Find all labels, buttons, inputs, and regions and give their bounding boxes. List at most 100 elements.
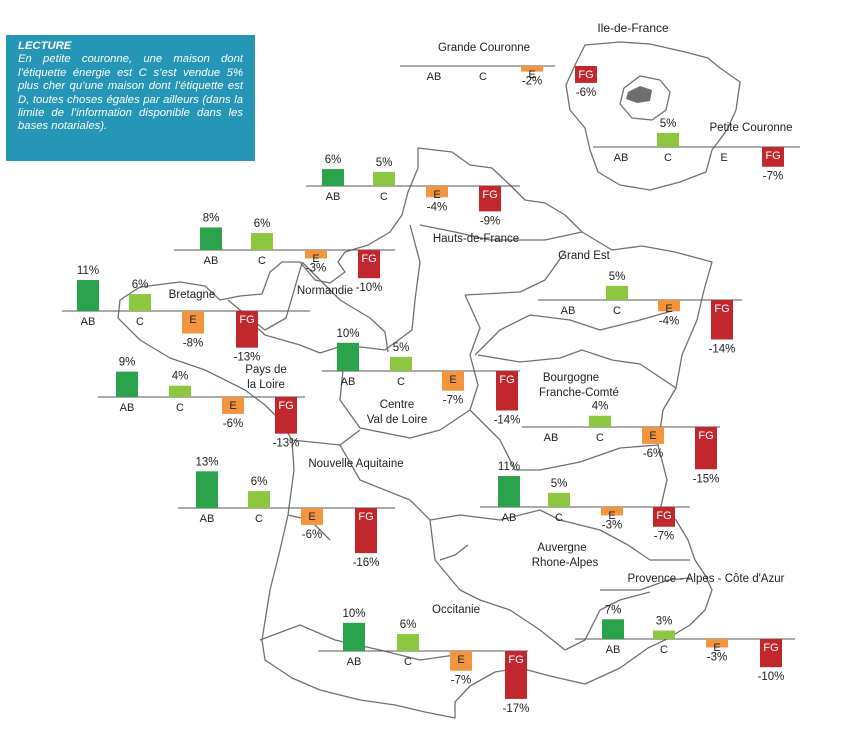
provence-alpes-c-te-d-azur-region-label: Provence - Alpes - Côte d'Azur bbox=[628, 573, 785, 585]
normandie-bar-c bbox=[251, 233, 273, 250]
auvergne-rhone-alpes-category-ab: AB bbox=[502, 512, 517, 524]
petite-couronne-value-label-fg: -7% bbox=[763, 171, 783, 183]
bourgogne-franche-comt-category-c: C bbox=[596, 432, 604, 444]
bretagne-region-label: Bretagne bbox=[169, 289, 216, 301]
bourgogne-franche-comt-bar-c bbox=[589, 415, 611, 427]
nouvelle-aquitaine-value-label-e: -6% bbox=[302, 529, 322, 541]
pays-de-la-loire-category-e: E bbox=[229, 400, 236, 412]
nouvelle-aquitaine-category-fg: FG bbox=[358, 511, 373, 523]
auvergne-rhone-alpes-value-label-e: -3% bbox=[602, 519, 622, 531]
bretagne-category-e: E bbox=[189, 314, 196, 326]
pays-de-la-loire-bar-fg bbox=[275, 397, 297, 434]
centre-val-de-loire-category-e: E bbox=[449, 374, 456, 386]
occitanie-category-c: C bbox=[404, 656, 412, 668]
occitanie-category-ab: AB bbox=[347, 656, 362, 668]
centre-val-de-loire-region-label: Val de Loire bbox=[367, 414, 428, 426]
nouvelle-aquitaine-region-label: Nouvelle Aquitaine bbox=[308, 458, 403, 470]
grand-est-bar-fg bbox=[711, 300, 733, 340]
reading-note-title: LECTURE bbox=[18, 40, 72, 52]
petite-couronne-bar-fg bbox=[762, 147, 784, 167]
petite-couronne-value-label-c: 5% bbox=[660, 118, 677, 130]
hauts-de-france-bar-fg bbox=[479, 186, 501, 212]
auvergne-rhone-alpes-bar-c bbox=[548, 492, 570, 507]
normandie-category-e: E bbox=[312, 253, 319, 265]
provence-alpes-c-te-d-azur-category-e: E bbox=[713, 642, 720, 654]
normandie-value-label-c: 6% bbox=[254, 218, 271, 230]
hauts-de-france-category-e: E bbox=[433, 189, 440, 201]
hauts-de-france-value-label-c: 5% bbox=[376, 157, 393, 169]
petite-couronne-region-label: Petite Couronne bbox=[709, 122, 792, 134]
hauts-de-france-region-label: Hauts-de-France bbox=[433, 233, 519, 245]
centre-val-de-loire-bar-ab bbox=[337, 342, 359, 371]
pays-de-la-loire-value-label-fg: -13% bbox=[273, 438, 300, 450]
pays-de-la-loire-category-ab: AB bbox=[120, 402, 135, 414]
nouvelle-aquitaine-bar-ab bbox=[196, 471, 218, 508]
grand-est-region-label: Grand Est bbox=[558, 250, 611, 262]
provence-alpes-c-te-d-azur-category-fg: FG bbox=[763, 642, 778, 654]
grand-est-value-label-e: -4% bbox=[659, 315, 679, 327]
bourgogne-franche-comt-category-fg: FG bbox=[698, 430, 713, 442]
centre-val-de-loire-region-label: Centre bbox=[380, 399, 415, 411]
hauts-de-france-value-label-ab: 6% bbox=[325, 154, 342, 166]
centre-val-de-loire-value-label-e: -7% bbox=[443, 395, 463, 407]
normandie-category-ab: AB bbox=[204, 255, 219, 267]
idf-label: Ile-de-France bbox=[597, 21, 669, 35]
france-map-outline bbox=[117, 41, 741, 719]
centre-val-de-loire-value-label-fg: -14% bbox=[494, 414, 521, 426]
bretagne-bar-e bbox=[182, 311, 204, 334]
occitanie-bar-ab bbox=[343, 622, 365, 651]
bretagne-category-fg: FG bbox=[239, 314, 254, 326]
grande-couronne-value-label-fg: -6% bbox=[576, 87, 596, 99]
auvergne-rhone-alpes-value-label-ab: 11% bbox=[498, 461, 520, 473]
pays-de-la-loire-category-fg: FG bbox=[278, 400, 293, 412]
normandie-category-c: C bbox=[258, 255, 266, 267]
hauts-de-france-category-c: C bbox=[380, 191, 388, 203]
nouvelle-aquitaine-category-ab: AB bbox=[200, 513, 215, 525]
auvergne-rhone-alpes-bar-fg bbox=[653, 507, 675, 527]
grande-couronne-bar-e bbox=[521, 66, 543, 72]
provence-alpes-c-te-d-azur-value-label-ab: 7% bbox=[605, 604, 622, 616]
auvergne-rhone-alpes-region-label: Auvergne bbox=[537, 542, 586, 554]
hauts-de-france-category-fg: FG bbox=[482, 189, 497, 201]
bourgogne-franche-comt-bar-fg bbox=[695, 427, 717, 470]
provence-alpes-c-te-d-azur-value-label-e: -3% bbox=[707, 651, 727, 663]
grande-couronne-value-label-e: -2% bbox=[522, 76, 542, 88]
auvergne-rhone-alpes-category-c: C bbox=[555, 512, 563, 524]
bretagne-category-c: C bbox=[136, 316, 144, 328]
centre-val-de-loire-bar-e bbox=[442, 371, 464, 391]
pays-de-la-loire-bar-c bbox=[169, 385, 191, 397]
pays-de-la-loire-value-label-ab: 9% bbox=[119, 357, 136, 369]
pays-de-la-loire-value-label-e: -6% bbox=[223, 418, 243, 430]
grand-est-bar-c bbox=[606, 285, 628, 300]
hauts-de-france-category-ab: AB bbox=[326, 191, 341, 203]
paris-marker bbox=[626, 86, 652, 103]
provence-alpes-c-te-d-azur-bar-ab bbox=[602, 619, 624, 639]
bretagne-category-ab: AB bbox=[81, 316, 96, 328]
grande-couronne-category-e: E bbox=[528, 69, 535, 81]
auvergne-rhone-alpes-bar-ab bbox=[498, 475, 520, 507]
centre-val-de-loire-value-label-ab: 10% bbox=[336, 328, 359, 340]
bretagne-value-label-c: 6% bbox=[132, 279, 149, 291]
occitanie-value-label-c: 6% bbox=[400, 619, 417, 631]
grand-est-value-label-c: 5% bbox=[609, 271, 626, 283]
provence-alpes-c-te-d-azur-bar-c bbox=[653, 630, 675, 639]
grande-couronne-category-ab: AB bbox=[427, 71, 442, 83]
normandie-bar-fg bbox=[358, 250, 380, 279]
normandie-region-label: Normandie bbox=[297, 285, 353, 297]
pays-de-la-loire-bar-e bbox=[222, 397, 244, 414]
auvergne-rhone-alpes-value-label-c: 5% bbox=[551, 478, 568, 490]
occitanie-bar-e bbox=[450, 651, 472, 671]
hauts-de-france-value-label-e: -4% bbox=[427, 201, 447, 213]
nouvelle-aquitaine-category-c: C bbox=[255, 513, 263, 525]
petite-couronne-category-e: E bbox=[720, 152, 727, 164]
normandie-value-label-fg: -10% bbox=[356, 282, 383, 294]
bretagne-value-label-e: -8% bbox=[183, 338, 203, 350]
bretagne-bar-ab bbox=[77, 279, 99, 311]
bourgogne-franche-comt-bar-e bbox=[642, 427, 664, 444]
grande-couronne-category-fg: FG bbox=[578, 69, 593, 81]
auvergne-rhone-alpes-bar-e bbox=[601, 507, 623, 516]
occitanie-category-e: E bbox=[457, 654, 464, 666]
occitanie-bar-fg bbox=[505, 651, 527, 699]
centre-val-de-loire-value-label-c: 5% bbox=[393, 342, 410, 354]
